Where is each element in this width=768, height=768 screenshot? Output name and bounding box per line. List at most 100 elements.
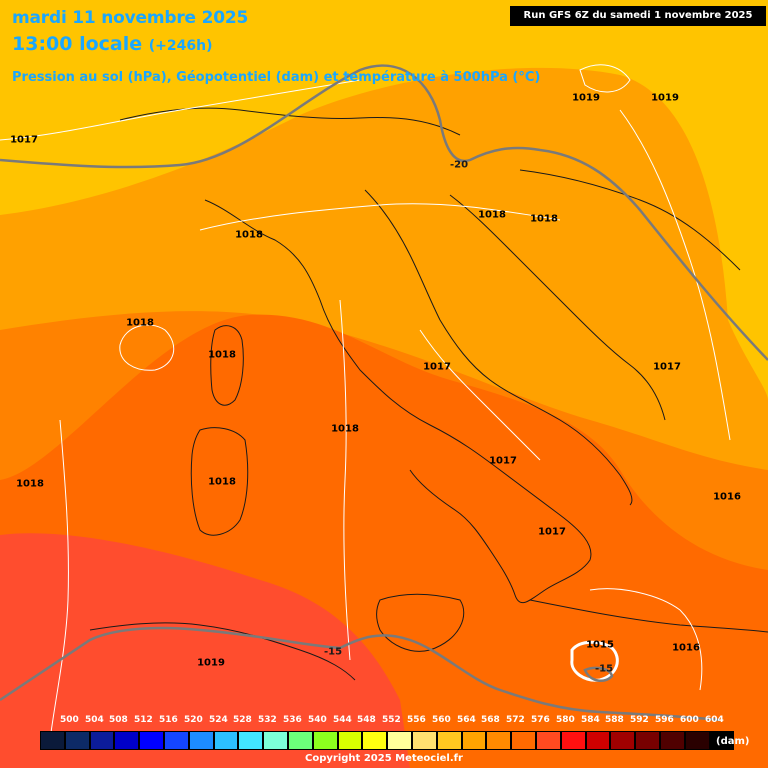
isobar-label: 1017 — [10, 134, 38, 146]
isobar-label: 1018 — [16, 478, 44, 490]
alps-border — [119, 107, 461, 136]
legend-tick: 560 — [432, 715, 451, 725]
isobar-label: 1019 — [572, 92, 600, 104]
legend-tick: 568 — [481, 715, 500, 725]
legend-tick: 596 — [655, 715, 674, 725]
run-info: Run GFS 6Z du samedi 1 novembre 2025 — [510, 6, 766, 26]
legend-tick: 584 — [581, 715, 600, 725]
legend-tick: 524 — [209, 715, 228, 725]
legend-tick: 600 — [680, 715, 699, 725]
legend-tick: 576 — [531, 715, 550, 725]
corsica — [210, 325, 244, 406]
legend-tick: 604 — [705, 715, 724, 725]
legend-tick: 512 — [134, 715, 153, 725]
sicily — [376, 593, 465, 652]
isobar-label: 1017 — [423, 361, 451, 373]
balkan-border — [519, 169, 741, 271]
legend-swatch — [411, 731, 437, 750]
legend-tick: 564 — [457, 715, 476, 725]
forecast-lead-time: (+246h) — [148, 38, 213, 54]
sardinia — [190, 427, 249, 536]
legend-tick: 500 — [60, 715, 79, 725]
legend-swatch — [89, 731, 115, 750]
legend-tick: 536 — [283, 715, 302, 725]
isobar-label: 1018 — [208, 476, 236, 488]
band-600 — [0, 533, 410, 768]
italy-east-coast — [364, 189, 633, 506]
isobar-label: 1016 — [672, 642, 700, 654]
isobar-label: 1018 — [208, 349, 236, 361]
adriatic-coast-east — [449, 194, 666, 421]
legend-swatch — [387, 731, 412, 750]
tunisia-coast — [89, 622, 356, 681]
legend-swatch — [139, 731, 164, 750]
isobar-label: 1018 — [530, 213, 558, 225]
forecast-time-value: 13:00 locale — [12, 33, 143, 55]
legend-swatch — [535, 731, 561, 750]
legend-swatch — [659, 731, 685, 750]
legend-swatch — [635, 731, 660, 750]
legend-tick: 580 — [556, 715, 575, 725]
isobar-label: 1019 — [651, 92, 679, 104]
isotherm-label: -20 — [449, 159, 469, 171]
isobars — [0, 64, 731, 741]
legend-tick: 572 — [506, 715, 525, 725]
legend-tick: 548 — [357, 715, 376, 725]
legend-swatch — [684, 731, 710, 750]
legend-swatch — [511, 731, 536, 750]
libya-coast — [529, 599, 768, 633]
legend-swatch — [114, 731, 140, 750]
legend-unit: (dam) — [716, 736, 750, 747]
isobar-1015-closed — [570, 640, 619, 682]
legend-swatch — [163, 731, 189, 750]
isotherm-label: -15 — [323, 646, 343, 658]
legend-swatch — [64, 731, 90, 750]
legend-swatch — [610, 731, 636, 750]
isobar-label: 1017 — [538, 526, 566, 538]
legend-swatch — [40, 731, 65, 750]
legend-swatch — [486, 731, 512, 750]
isobar-label: 1018 — [478, 209, 506, 221]
legend-tick: 520 — [184, 715, 203, 725]
legend-swatch — [461, 731, 487, 750]
isobar-label: 1016 — [713, 491, 741, 503]
legend-tick: 528 — [233, 715, 252, 725]
forecast-time: 13:00 locale (+246h) — [12, 33, 213, 55]
isobar-label: 1017 — [653, 361, 681, 373]
isobar-label: 1018 — [331, 423, 359, 435]
legend-tick: 504 — [85, 715, 104, 725]
map-subtitle: Pression au sol (hPa), Géopotentiel (dam… — [12, 70, 541, 85]
legend-tick: 588 — [605, 715, 624, 725]
legend-swatch — [585, 731, 611, 750]
legend-tick: 592 — [630, 715, 649, 725]
isobar-label: 1015 — [586, 639, 614, 651]
legend-tick: 508 — [109, 715, 128, 725]
legend-swatch — [238, 731, 264, 750]
legend-tick: 516 — [159, 715, 178, 725]
color-scale — [40, 731, 735, 750]
legend-swatch — [188, 731, 214, 750]
isobar-label: 1018 — [126, 317, 154, 329]
legend-swatch — [263, 731, 288, 750]
legend-swatch — [337, 731, 363, 750]
legend-tick: 556 — [407, 715, 426, 725]
isobar-label: 1019 — [197, 657, 225, 669]
legend-swatch — [709, 731, 735, 750]
legend-swatch — [436, 731, 462, 750]
legend-swatch — [213, 731, 239, 750]
legend-swatch — [362, 731, 388, 750]
legend-swatch — [312, 731, 338, 750]
legend-tick: 552 — [382, 715, 401, 725]
copyright: Copyright 2025 Meteociel.fr — [305, 753, 463, 764]
coastlines — [89, 107, 768, 681]
legend-tick: 544 — [333, 715, 352, 725]
isobar-label: 1018 — [235, 229, 263, 241]
isotherm-label: -15 — [594, 663, 614, 675]
isotherms — [0, 64, 768, 722]
legend-swatch — [287, 731, 313, 750]
forecast-date: mardi 11 novembre 2025 — [12, 8, 249, 28]
legend-swatch — [560, 731, 586, 750]
italy-coast — [204, 199, 592, 604]
